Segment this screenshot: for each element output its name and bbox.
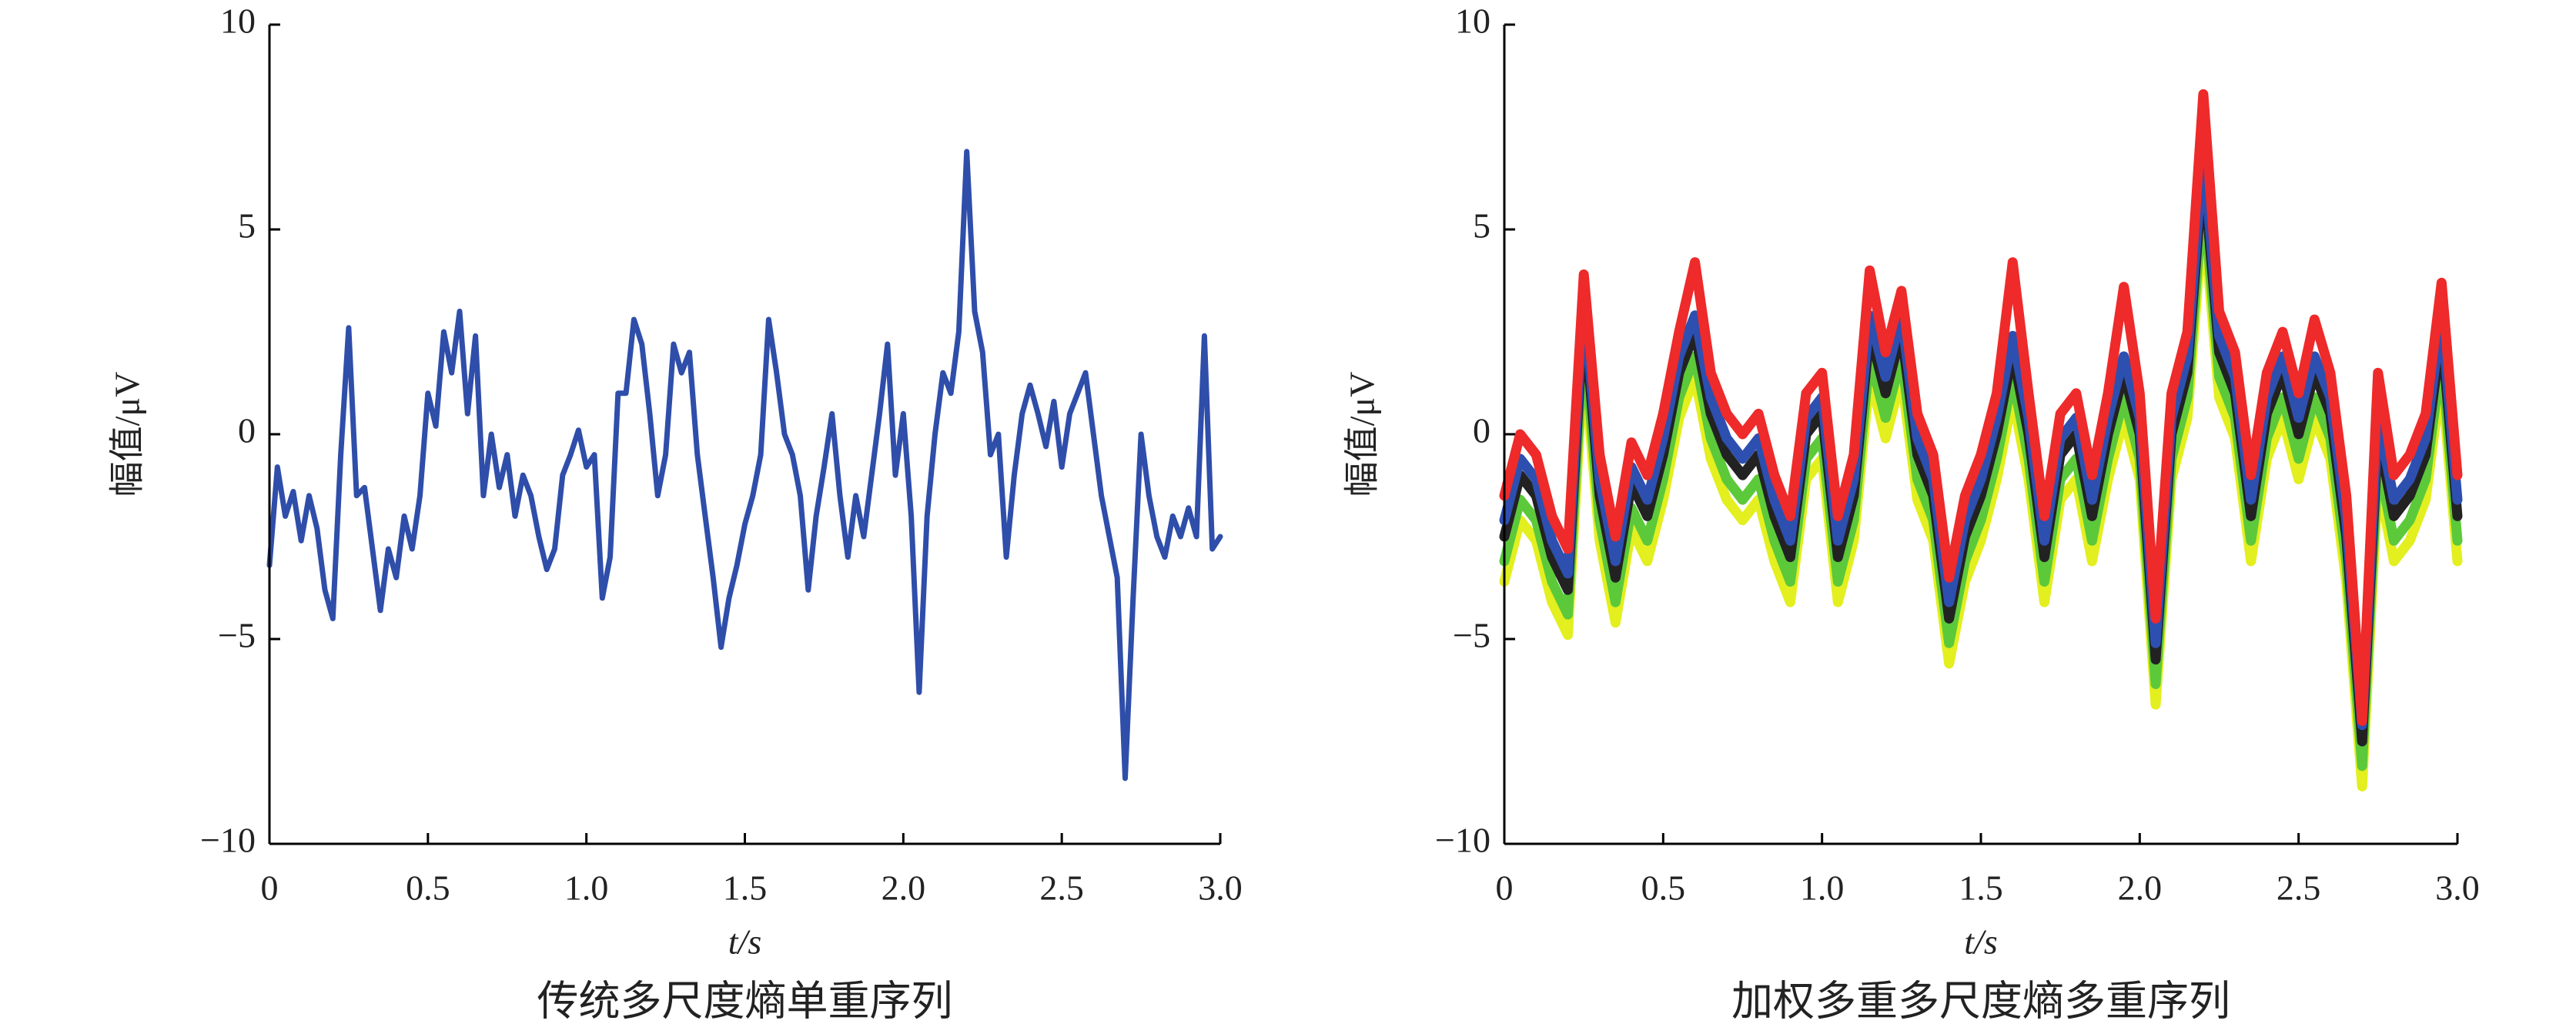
y-tick-label: −5: [1453, 616, 1490, 655]
chart: −10 −5 0 5 10 0 0.5 1.0 1.5 2.0 2.5 3.0 t/s 幅值/μV 传统多尺…: [108, 2, 1243, 1025]
x-tick-label: 1.0: [1800, 868, 1845, 908]
x-tick-label: 3.0: [2435, 868, 2480, 908]
data-line: [1499, 187, 2463, 771]
data-line: [1499, 208, 2463, 791]
data-line: [1499, 146, 2463, 731]
data-line: [1499, 89, 2463, 726]
x-tick-label: 0.5: [1641, 868, 1686, 908]
x-tick-label: 0: [1496, 868, 1514, 908]
y-tick-label: 5: [1473, 206, 1490, 246]
x-tick-label: 2.0: [882, 868, 926, 908]
x-axis-label: t/s: [1964, 922, 1997, 962]
x-tick-label: 1.5: [1959, 868, 2003, 908]
chart-caption: 加权多重多尺度熵多重序列: [1731, 978, 2230, 1024]
y-axis-label: 幅值/μV: [1343, 372, 1382, 497]
x-tick-label: 0.5: [406, 868, 450, 908]
data-line: [266, 149, 1223, 781]
x-tick-label: 3.0: [1198, 868, 1243, 908]
chart: −10 −5 0 5 10 0 0.5 1.0 1.5 2.0 2.5 3.0 t/s 幅值/μV 加权多重…: [1343, 2, 2480, 1025]
x-tick-label: 2.5: [2277, 868, 2321, 908]
y-tick-label: −10: [1435, 821, 1490, 860]
y-tick-label: −10: [200, 821, 256, 860]
x-tick-label: 1.0: [564, 868, 609, 908]
x-tick-label: 2.5: [1039, 868, 1084, 908]
chart-caption: 传统多尺度熵单重序列: [537, 978, 953, 1024]
y-tick-label: 10: [220, 2, 256, 41]
x-tick-label: 1.5: [723, 868, 768, 908]
y-axis-label: 幅值/μV: [108, 372, 147, 497]
y-tick-label: 5: [238, 206, 256, 246]
x-tick-label: 2.0: [2118, 868, 2163, 908]
y-tick-label: 10: [1455, 2, 1490, 41]
y-tick-label: 0: [1473, 411, 1490, 450]
x-tick-label: 0: [261, 868, 279, 908]
y-tick-label: −5: [218, 616, 256, 655]
y-tick-label: 0: [238, 411, 256, 450]
x-axis-label: t/s: [728, 922, 761, 962]
